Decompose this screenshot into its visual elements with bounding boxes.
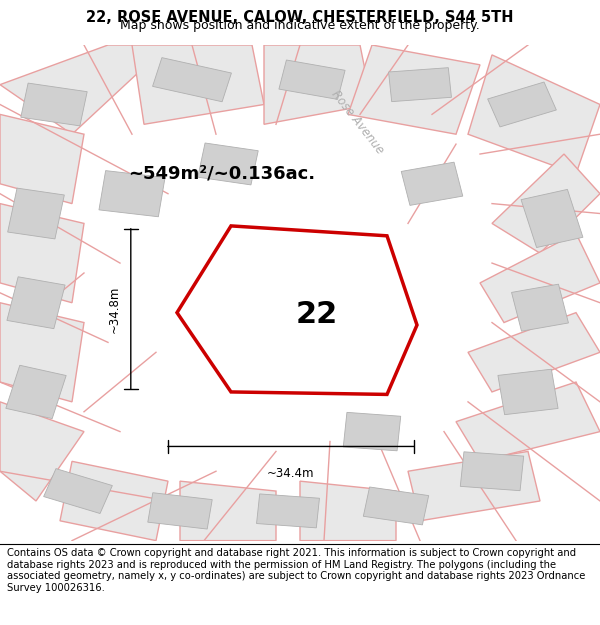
Polygon shape: [264, 45, 372, 124]
Polygon shape: [468, 55, 600, 174]
Polygon shape: [456, 382, 600, 461]
Polygon shape: [460, 452, 524, 491]
Polygon shape: [300, 481, 396, 541]
Polygon shape: [0, 302, 84, 402]
Polygon shape: [177, 226, 417, 394]
Polygon shape: [364, 487, 428, 525]
Polygon shape: [6, 365, 66, 419]
Polygon shape: [512, 284, 568, 331]
Polygon shape: [492, 154, 600, 253]
Polygon shape: [99, 171, 165, 217]
Text: Rose Avenue: Rose Avenue: [328, 88, 386, 156]
Polygon shape: [221, 251, 283, 294]
Text: 22, ROSE AVENUE, CALOW, CHESTERFIELD, S44 5TH: 22, ROSE AVENUE, CALOW, CHESTERFIELD, S4…: [86, 10, 514, 25]
Polygon shape: [180, 481, 276, 541]
Polygon shape: [279, 60, 345, 99]
Polygon shape: [0, 114, 84, 204]
Text: Contains OS data © Crown copyright and database right 2021. This information is : Contains OS data © Crown copyright and d…: [7, 548, 586, 593]
Polygon shape: [521, 189, 583, 248]
Polygon shape: [408, 451, 540, 521]
Polygon shape: [488, 82, 556, 127]
Polygon shape: [148, 492, 212, 529]
Polygon shape: [132, 45, 264, 124]
Polygon shape: [0, 45, 168, 134]
Text: 22: 22: [296, 300, 338, 329]
Text: ~549m²/~0.136ac.: ~549m²/~0.136ac.: [128, 165, 316, 183]
Polygon shape: [7, 277, 65, 329]
Polygon shape: [0, 402, 84, 501]
Polygon shape: [60, 461, 168, 541]
Polygon shape: [152, 58, 232, 102]
Polygon shape: [348, 45, 480, 134]
Polygon shape: [480, 233, 600, 322]
Polygon shape: [257, 494, 319, 528]
Polygon shape: [44, 469, 112, 514]
Text: ~34.8m: ~34.8m: [107, 285, 121, 332]
Polygon shape: [468, 312, 600, 392]
Polygon shape: [0, 204, 84, 302]
Polygon shape: [8, 188, 64, 239]
Polygon shape: [21, 83, 87, 126]
Polygon shape: [389, 68, 451, 102]
Text: ~34.4m: ~34.4m: [267, 468, 315, 480]
Polygon shape: [498, 369, 558, 414]
Polygon shape: [198, 143, 258, 185]
Polygon shape: [343, 412, 401, 451]
Text: Map shows position and indicative extent of the property.: Map shows position and indicative extent…: [120, 19, 480, 32]
Polygon shape: [401, 162, 463, 206]
